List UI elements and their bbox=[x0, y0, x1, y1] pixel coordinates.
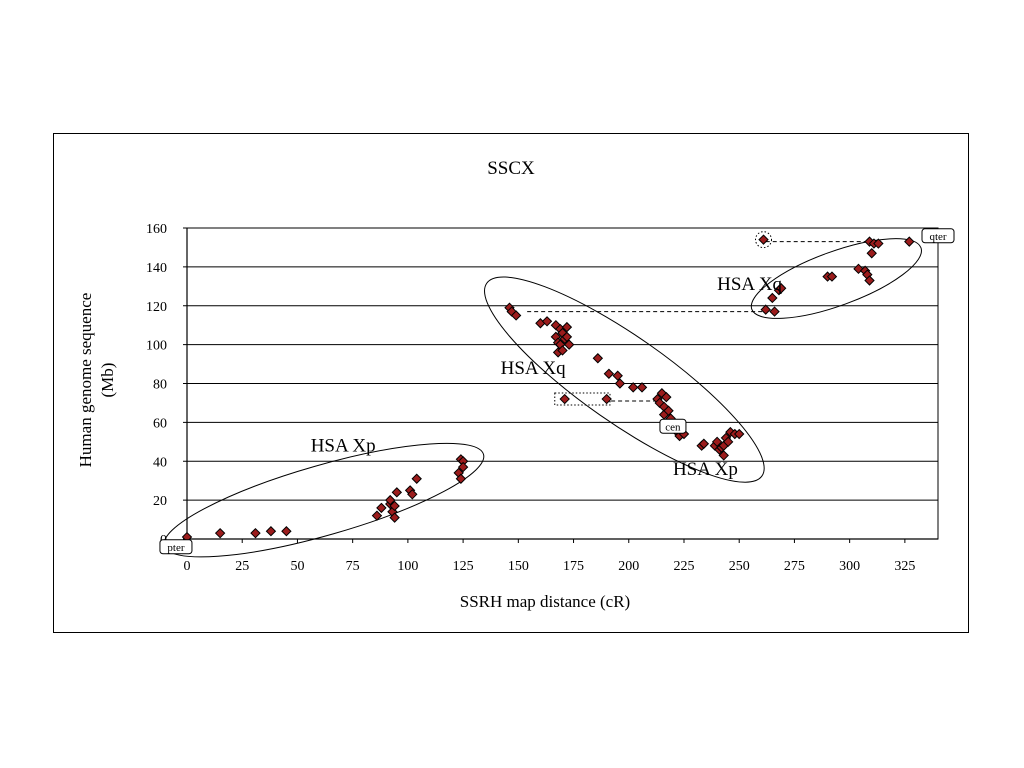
data-point bbox=[758, 234, 769, 245]
region-label: HSA Xq bbox=[501, 358, 566, 379]
boxed-label: cen bbox=[665, 421, 681, 433]
region-label: HSA Xp bbox=[311, 436, 376, 457]
data-point bbox=[826, 271, 838, 282]
data-point bbox=[663, 405, 674, 416]
data-point bbox=[718, 450, 729, 461]
data-point bbox=[627, 382, 639, 393]
data-point bbox=[592, 353, 604, 364]
data-point bbox=[760, 304, 771, 315]
y-tick-label: 100 bbox=[146, 339, 167, 354]
x-tick-label: 225 bbox=[673, 559, 694, 574]
data-point bbox=[250, 527, 261, 539]
data-point bbox=[541, 316, 553, 327]
region-label: HSA Xq bbox=[717, 274, 782, 295]
data-point bbox=[214, 527, 226, 539]
chart-frame bbox=[53, 133, 969, 633]
data-point bbox=[661, 391, 672, 403]
data-point bbox=[603, 368, 615, 379]
region-label: HSA Xp bbox=[673, 459, 738, 480]
boxed-label: qter bbox=[929, 231, 946, 243]
data-point bbox=[557, 345, 568, 356]
data-point bbox=[281, 526, 292, 537]
x-axis-title: SSRH map distance (cR) bbox=[460, 592, 630, 611]
chart-title: SSCX bbox=[487, 158, 535, 179]
x-tick-label: 275 bbox=[784, 559, 805, 574]
boxed-label-box bbox=[659, 418, 687, 434]
y-tick-label: 120 bbox=[146, 300, 167, 315]
data-point bbox=[411, 473, 422, 484]
data-point bbox=[866, 248, 877, 259]
x-tick-label: 175 bbox=[563, 559, 584, 574]
data-point bbox=[561, 331, 573, 343]
y-tick-label: 20 bbox=[153, 494, 167, 509]
data-point bbox=[457, 461, 469, 473]
data-point bbox=[376, 502, 387, 514]
data-point bbox=[698, 438, 710, 449]
data-point bbox=[722, 436, 734, 448]
cluster-ellipse bbox=[484, 276, 765, 483]
data-point bbox=[559, 393, 570, 405]
dotted-highlight-circle bbox=[755, 231, 773, 249]
data-point bbox=[389, 500, 400, 512]
y-axis-title-line1: Human genome sequence bbox=[76, 293, 95, 468]
data-point bbox=[711, 436, 723, 448]
data-point bbox=[407, 489, 418, 500]
x-tick-label: 100 bbox=[397, 559, 418, 574]
data-point bbox=[601, 393, 612, 405]
x-tick-label: 50 bbox=[290, 559, 304, 574]
data-point bbox=[385, 494, 396, 506]
cluster-ellipse bbox=[750, 238, 922, 319]
data-point bbox=[733, 428, 745, 440]
data-point bbox=[265, 526, 277, 537]
dotted-highlight-rect bbox=[554, 392, 611, 406]
x-tick-label: 325 bbox=[894, 559, 915, 574]
data-point bbox=[391, 487, 403, 498]
plot-area: 0204060801001201401600255075100125150175… bbox=[146, 222, 955, 574]
data-point bbox=[775, 283, 787, 294]
x-tick-label: 75 bbox=[346, 559, 360, 574]
x-tick-label: 125 bbox=[453, 559, 474, 574]
data-point bbox=[612, 370, 623, 381]
y-tick-label: 60 bbox=[153, 416, 167, 431]
data-point bbox=[769, 306, 780, 317]
data-point bbox=[563, 339, 575, 350]
data-point bbox=[510, 310, 522, 321]
x-tick-label: 300 bbox=[839, 559, 860, 574]
y-tick-label: 80 bbox=[153, 378, 167, 393]
data-point bbox=[904, 236, 915, 247]
data-point bbox=[371, 510, 383, 521]
data-point bbox=[389, 512, 400, 523]
data-point bbox=[614, 378, 626, 389]
data-point bbox=[873, 238, 884, 249]
y-axis-title-line2: (Mb) bbox=[98, 363, 117, 398]
data-point bbox=[767, 292, 778, 304]
data-point bbox=[636, 382, 648, 393]
x-tick-label: 200 bbox=[618, 559, 639, 574]
boxed-label-box bbox=[921, 228, 955, 244]
x-tick-label: 250 bbox=[729, 559, 750, 574]
x-tick-label: 0 bbox=[184, 559, 191, 574]
data-point bbox=[561, 321, 573, 333]
y-tick-label: 40 bbox=[153, 455, 167, 470]
boxed-label: pter bbox=[167, 542, 184, 554]
data-point bbox=[864, 275, 875, 286]
y-tick-label: 160 bbox=[146, 222, 167, 237]
x-tick-label: 150 bbox=[508, 559, 529, 574]
boxed-label-box bbox=[159, 539, 193, 555]
y-tick-label: 140 bbox=[146, 261, 167, 276]
data-point bbox=[455, 473, 467, 484]
x-tick-label: 25 bbox=[235, 559, 249, 574]
